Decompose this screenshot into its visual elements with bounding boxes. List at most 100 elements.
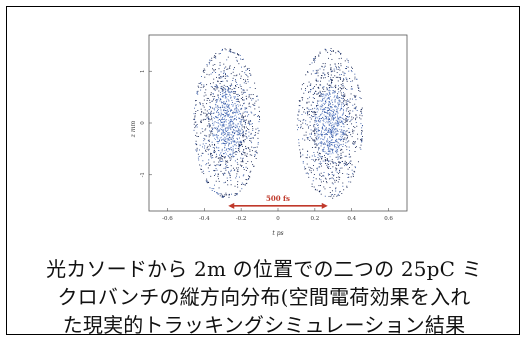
scatter-point <box>213 151 214 153</box>
scatter-point <box>250 106 252 108</box>
scatter-point <box>227 132 229 133</box>
scatter-point <box>220 193 222 195</box>
scatter-point <box>241 161 243 163</box>
scatter-point <box>346 108 348 110</box>
scatter-point <box>349 131 351 133</box>
scatter-point <box>230 184 232 186</box>
scatter-point <box>254 151 256 153</box>
scatter-point <box>209 145 211 147</box>
scatter-point <box>314 130 316 131</box>
scatter-point <box>320 143 322 144</box>
scatter-point <box>246 89 248 91</box>
scatter-point <box>209 164 211 166</box>
scatter-point <box>323 139 325 141</box>
scatter-point <box>350 119 352 121</box>
scatter-point <box>317 86 319 88</box>
scatter-point <box>252 94 254 96</box>
scatter-point <box>333 68 335 70</box>
scatter-point <box>247 175 249 177</box>
scatter-point <box>250 74 252 76</box>
scatter-point <box>335 149 337 151</box>
scatter-point <box>327 116 329 118</box>
scatter-point <box>218 53 220 55</box>
scatter-point <box>329 102 330 104</box>
scatter-point <box>350 160 352 162</box>
scatter-point <box>334 90 336 92</box>
scatter-point <box>342 140 344 142</box>
scatter-point <box>316 135 318 137</box>
scatter-point <box>227 75 229 77</box>
scatter-point <box>213 78 215 80</box>
scatter-point <box>312 97 314 99</box>
scatter-point <box>326 107 328 109</box>
scatter-point <box>237 138 238 140</box>
scatter-point <box>330 48 332 49</box>
scatter-point <box>361 130 363 132</box>
scatter-point <box>199 83 201 85</box>
scatter-point <box>225 103 227 105</box>
scatter-point <box>236 162 238 164</box>
scatter-point <box>334 105 335 107</box>
scatter-point <box>215 116 217 118</box>
scatter-point <box>340 106 342 108</box>
scatter-point <box>227 139 229 141</box>
scatter-point <box>320 108 322 110</box>
scatter-point <box>199 164 201 166</box>
scatter-point <box>332 162 334 164</box>
scatter-point <box>226 138 228 140</box>
scatter-point <box>324 188 326 190</box>
scatter-point <box>336 111 338 113</box>
scatter-point <box>226 68 228 70</box>
scatter-point <box>302 154 304 156</box>
scatter-point <box>342 92 344 94</box>
scatter-point <box>311 111 313 112</box>
scatter-point <box>254 104 256 106</box>
scatter-point <box>205 89 207 91</box>
scatter-point <box>210 132 212 134</box>
scatter-point <box>208 134 210 136</box>
scatter-point <box>218 141 220 142</box>
scatter-point <box>232 116 234 117</box>
scatter-point <box>235 80 237 82</box>
scatter-point <box>328 90 330 92</box>
scatter-point <box>331 58 333 60</box>
scatter-point <box>320 181 322 183</box>
scatter-point <box>237 167 239 169</box>
scatter-point <box>323 146 325 148</box>
scatter-point <box>224 104 226 106</box>
scatter-point <box>213 170 215 172</box>
scatter-point <box>342 132 344 134</box>
scatter-point <box>239 113 241 115</box>
scatter-point <box>205 128 207 130</box>
scatter-point <box>232 140 234 142</box>
scatter-point <box>333 114 334 116</box>
scatter-point <box>225 129 226 131</box>
scatter-point <box>200 132 202 134</box>
scatter-point <box>225 116 227 118</box>
scatter-point <box>230 134 232 136</box>
scatter-point <box>345 142 347 144</box>
scatter-point <box>230 125 232 127</box>
scatter-point <box>209 124 211 126</box>
scatter-point <box>218 111 220 113</box>
scatter-point <box>332 142 334 144</box>
scatter-point <box>233 52 235 54</box>
scatter-point <box>313 186 315 188</box>
scatter-point <box>228 172 230 174</box>
scatter-point <box>235 145 237 147</box>
scatter-point <box>241 66 242 68</box>
scatter-point <box>331 101 333 103</box>
scatter-point <box>323 186 325 188</box>
scatter-point <box>207 116 209 118</box>
scatter-point <box>240 140 242 142</box>
scatter-point <box>342 114 344 116</box>
scatter-point <box>245 166 247 168</box>
scatter-point <box>325 115 327 117</box>
scatter-point <box>328 147 330 149</box>
scatter-point <box>208 139 210 141</box>
scatter-point <box>299 100 301 102</box>
scatter-point <box>220 116 222 118</box>
scatter-point <box>332 152 334 153</box>
scatter-point <box>341 120 343 122</box>
scatter-point <box>240 121 242 122</box>
